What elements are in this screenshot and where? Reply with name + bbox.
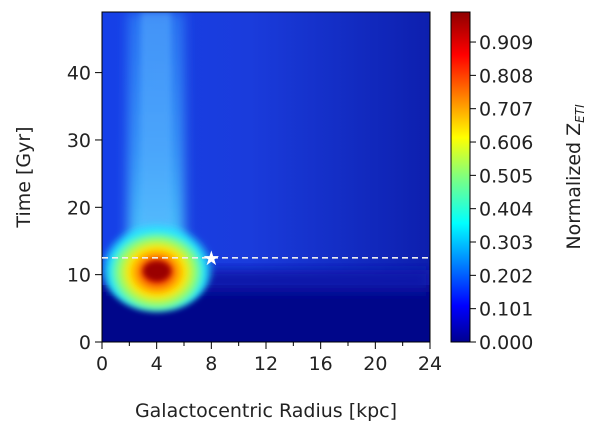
x-tick-label: 16	[309, 353, 333, 375]
y-tick-label: 0	[79, 332, 91, 354]
y-tick-label: 30	[67, 130, 91, 152]
colorbar	[450, 11, 471, 343]
colorbar-tick-label: 0.101	[479, 299, 533, 321]
x-axis-label: Galactocentric Radius [kpc]	[135, 400, 397, 422]
y-tick-label: 10	[67, 265, 91, 287]
x-tick-label: 24	[418, 353, 442, 375]
colorbar-tick-label: 0.202	[479, 265, 533, 287]
colorbar-label-main: Normalized Z	[563, 123, 585, 250]
colorbar-tick-label: 0.303	[479, 232, 533, 254]
x-tick-label: 12	[254, 353, 278, 375]
colorbar-tick-label: 0.606	[479, 132, 533, 154]
y-axis: 0 10 20 30 40	[67, 63, 102, 354]
y-tick-label: 40	[67, 63, 91, 85]
colorbar-label: Normalized ZETI	[563, 104, 587, 250]
colorbar-tick-label: 0.404	[479, 199, 533, 221]
heatmap	[102, 12, 430, 342]
colorbar-tick-label: 0.808	[479, 65, 533, 87]
colorbar-tick-label: 0.707	[479, 99, 533, 121]
x-axis: 0 4 8 12 16 20 24	[96, 342, 442, 375]
colorbar-label-subscript: ETI	[573, 104, 587, 123]
x-tick-label: 8	[205, 353, 217, 375]
colorbar-tick-label: 0.909	[479, 32, 533, 54]
x-tick-label: 20	[363, 353, 387, 375]
y-tick-label: 20	[67, 197, 91, 219]
sun-marker: ★	[202, 246, 220, 270]
colorbar-tick-label: 0.505	[479, 165, 533, 187]
colorbar-tick-label: 0.000	[479, 332, 533, 354]
x-tick-label: 4	[151, 353, 163, 375]
heatmap-peak-core	[143, 261, 171, 281]
colorbar-ticks: 0.000 0.101 0.202 0.303 0.404 0.505 0.606 0.707…	[470, 32, 533, 354]
y-axis-label: Time [Gyr]	[13, 126, 35, 228]
x-tick-label: 0	[96, 353, 108, 375]
